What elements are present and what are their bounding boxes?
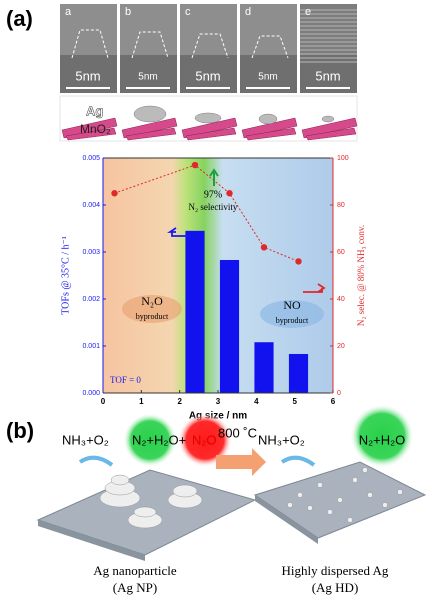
caption: (Ag HD)	[312, 580, 359, 595]
y-tick-label: 0.004	[82, 202, 100, 209]
panel-label: (b)	[6, 418, 34, 443]
annotation: 97%	[204, 189, 222, 200]
figure: (a) (b) a 5nm b 5nm c 5nm d 5nm e 5nm Ag MnO₂ 0 1 2…	[0, 0, 430, 596]
micrograph-label: e	[305, 6, 311, 18]
point	[226, 190, 232, 196]
bar	[220, 260, 239, 393]
x-tick-label: 2	[177, 397, 182, 406]
micrograph-label: b	[125, 6, 131, 18]
scale-label: 5nm	[138, 72, 157, 83]
x-tick-label: 5	[292, 397, 297, 406]
annotation: N₂ selectivity	[189, 202, 238, 212]
panel-label: (a)	[6, 6, 33, 31]
y2-tick-label: 60	[337, 249, 345, 256]
y-tick-label: 0.003	[82, 249, 100, 256]
reactants: NH₃+O₂	[258, 432, 305, 447]
y2-tick-label: 0	[337, 390, 341, 397]
bar	[289, 354, 308, 393]
y-axis-label: TOFs @ 35°C / h⁻¹	[60, 236, 71, 315]
annotation: byproduct	[276, 316, 309, 325]
bar	[254, 342, 273, 393]
caption: (Ag NP)	[113, 580, 157, 595]
byproduct: N₂O	[192, 432, 217, 447]
y2-tick-label: 20	[337, 343, 345, 350]
schematic: Ag MnO₂	[60, 96, 357, 141]
micrographs: a 5nm b 5nm c 5nm d 5nm e 5nm	[60, 4, 357, 93]
y-tick-label: 0.002	[82, 296, 100, 303]
y-tick-label: 0.000	[82, 390, 100, 397]
scale-label: 5nm	[75, 68, 100, 83]
support-label: MnO₂	[80, 122, 111, 136]
products: N₂+H₂O	[359, 432, 406, 447]
x-tick-label: 4	[254, 397, 259, 406]
caption: Highly dispersed Ag	[282, 563, 389, 578]
y2-tick-label: 40	[337, 296, 345, 303]
scheme: NH₃+O₂ N₂+H₂O+ N₂O 800 ˚C NH₃+O₂ N₂+H₂O …	[38, 404, 425, 595]
micrograph-label: c	[185, 6, 191, 18]
ag-label: Ag	[86, 103, 103, 118]
scale-label: 5nm	[315, 68, 340, 83]
products: N₂+H₂O+	[132, 432, 186, 447]
annotation: TOF = 0	[110, 375, 141, 385]
y2-axis-label: N₂ selec. @ 80% NH₃ conv.	[356, 225, 366, 326]
point	[295, 258, 301, 264]
scale-label: 5nm	[258, 72, 277, 83]
annotation: NO	[283, 298, 301, 312]
point	[192, 162, 198, 168]
point	[111, 190, 117, 196]
y-tick-label: 0.001	[82, 343, 100, 350]
y2-tick-label: 80	[337, 202, 345, 209]
x-tick-label: 0	[101, 397, 106, 406]
reactants: NH₃+O₂	[62, 432, 109, 447]
y2-tick-label: 100	[337, 155, 349, 162]
x-tick-label: 1	[139, 397, 144, 406]
x-tick-label: 6	[331, 397, 336, 406]
x-tick-label: 3	[216, 397, 221, 406]
treatment: 800 ˚C	[218, 425, 257, 440]
annotation: byproduct	[136, 312, 169, 321]
caption: Ag nanoparticle	[93, 563, 177, 578]
scale-label: 5nm	[195, 68, 220, 83]
micrograph-label: a	[65, 6, 72, 18]
annotation: N₂O	[141, 294, 163, 308]
bar	[185, 231, 204, 393]
chart: 0 1 2 3 4 5 6 0.000 0.001 0.002 0.003 0.004 0.005 0 20…	[60, 155, 366, 422]
point	[261, 244, 267, 250]
micrograph-label: d	[245, 6, 251, 18]
y-tick-label: 0.005	[82, 155, 100, 162]
